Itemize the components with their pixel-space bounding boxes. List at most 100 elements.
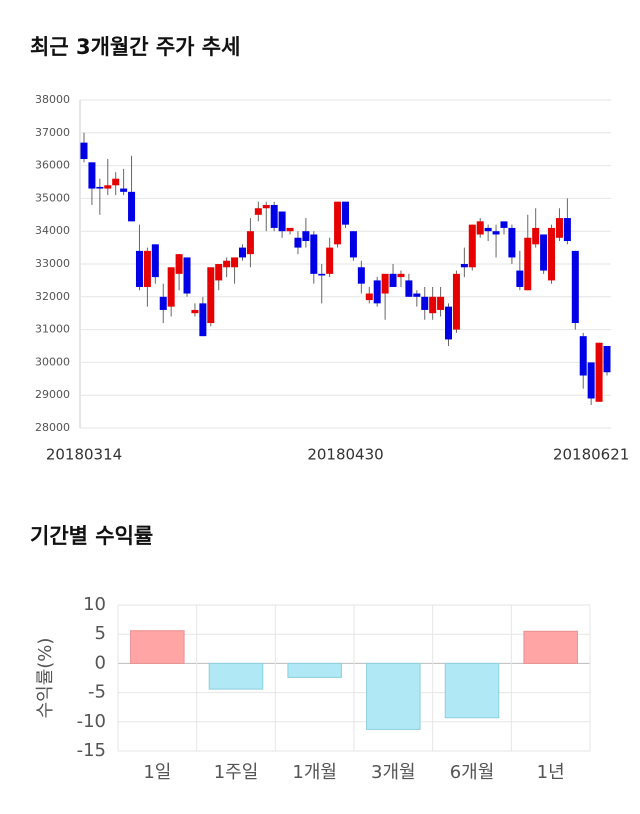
- candle-body: [571, 250, 579, 324]
- y-tick-label: 0: [95, 652, 106, 673]
- candle-body: [223, 260, 231, 268]
- candle-body: [128, 191, 136, 222]
- candle-body: [437, 296, 445, 310]
- candle-body: [112, 178, 120, 186]
- y-tick-label: 30000: [35, 355, 70, 368]
- candle-body: [397, 273, 405, 278]
- candle-body: [207, 267, 215, 324]
- candle-body: [429, 296, 437, 314]
- candle-body: [579, 336, 587, 376]
- candle-body: [199, 303, 207, 337]
- y-tick-label: -10: [77, 711, 106, 732]
- candle-body: [310, 234, 318, 274]
- candle-body: [80, 142, 88, 160]
- candle-body: [548, 227, 556, 281]
- bar: [287, 662, 342, 678]
- y-tick-label: 31000: [35, 323, 70, 336]
- candle-body: [532, 227, 540, 245]
- candle-body: [413, 293, 421, 297]
- candle-body: [238, 247, 246, 258]
- candle-body: [555, 218, 563, 238]
- candle-body: [262, 204, 270, 209]
- y-tick-label: 35000: [35, 191, 70, 204]
- y-tick-label: 5: [95, 623, 106, 644]
- candle-body: [326, 247, 334, 274]
- candle-body: [270, 204, 278, 228]
- candle-body: [476, 221, 484, 235]
- candle-body: [603, 346, 611, 373]
- x-tick-label: 20180621: [553, 446, 629, 464]
- candle-body: [231, 257, 239, 268]
- candle-body: [373, 280, 381, 304]
- bar: [208, 662, 264, 690]
- candle-body: [246, 231, 254, 255]
- candle-body: [484, 227, 492, 232]
- x-tick-label: 1주일: [214, 762, 259, 783]
- y-tick-label: -5: [88, 682, 106, 703]
- candle-body: [104, 185, 112, 189]
- candle-body: [563, 218, 571, 242]
- candle-body: [96, 186, 104, 189]
- candle-body: [342, 201, 349, 225]
- candle-body: [500, 221, 508, 228]
- y-tick-label: 38000: [35, 93, 70, 106]
- candle-body: [215, 264, 223, 281]
- candle-body: [318, 273, 326, 276]
- y-tick-label: 28000: [35, 421, 70, 434]
- candle-body: [175, 254, 183, 274]
- x-tick-label: 1개월: [292, 762, 337, 783]
- candle-body: [278, 211, 286, 232]
- bar: [444, 662, 500, 719]
- candle-body: [452, 273, 460, 330]
- x-tick-label: 20180430: [307, 446, 383, 464]
- candle-body: [357, 267, 365, 284]
- bar: [130, 630, 185, 664]
- candle-body: [381, 273, 389, 294]
- y-tick-label: 36000: [35, 159, 70, 172]
- candle-body: [524, 237, 532, 291]
- x-tick-label: 6개월: [450, 762, 495, 783]
- candle-body: [167, 267, 175, 307]
- candle-body: [191, 309, 199, 314]
- candle-body: [405, 280, 413, 297]
- candle-body: [492, 231, 500, 235]
- candle-body: [365, 293, 373, 301]
- candle-body: [445, 306, 453, 340]
- x-tick-label: 3개월: [371, 762, 416, 783]
- y-tick-label: 29000: [35, 388, 70, 401]
- candle-body: [254, 208, 262, 215]
- candle-body: [183, 257, 191, 294]
- candle-body: [421, 296, 429, 310]
- y-tick-label: 10: [83, 594, 106, 615]
- candle-body: [88, 162, 96, 189]
- candle-body: [334, 201, 342, 245]
- candle-body: [294, 237, 302, 248]
- y-axis-label: 수익률(%): [35, 638, 56, 719]
- y-tick-label: 32000: [35, 290, 70, 303]
- y-tick-label: -15: [77, 740, 106, 761]
- y-tick-label: 34000: [35, 224, 70, 237]
- chart-title: 기간별 수익률: [30, 524, 153, 548]
- chart-title: 최근 3개월간 주가 추세: [30, 35, 240, 59]
- x-tick-label: 20180314: [46, 446, 122, 464]
- candle-body: [595, 342, 603, 402]
- candle-body: [286, 227, 294, 232]
- bar: [523, 630, 578, 664]
- x-tick-label: 1년: [537, 762, 565, 783]
- candle-body: [120, 188, 128, 192]
- x-tick-label: 1일: [143, 762, 171, 783]
- candle-body: [151, 244, 159, 278]
- candle-body: [516, 270, 524, 287]
- candle-body: [389, 273, 397, 287]
- candle-body: [302, 231, 310, 242]
- candle-body: [587, 362, 595, 399]
- y-tick-label: 33000: [35, 257, 70, 270]
- candle-body: [159, 296, 167, 310]
- candle-body: [468, 224, 476, 268]
- candle-body: [135, 250, 143, 287]
- candle-body: [460, 264, 468, 268]
- candle-body: [508, 227, 516, 258]
- y-tick-label: 37000: [35, 126, 70, 139]
